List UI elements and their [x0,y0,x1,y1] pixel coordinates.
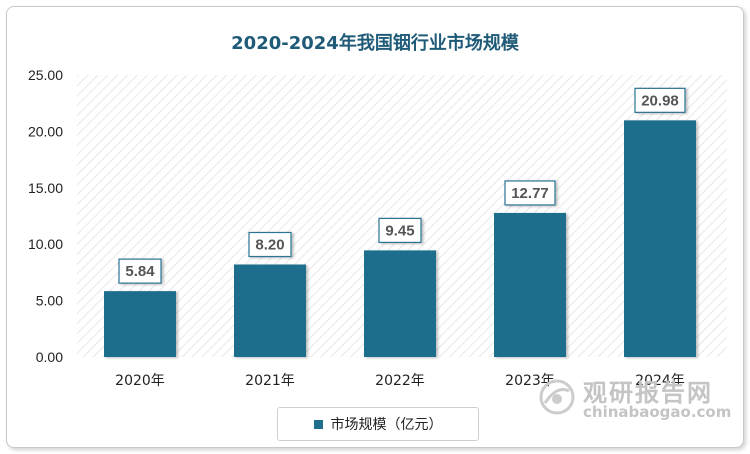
value-label-box [248,231,292,258]
bar [494,212,566,357]
y-tick-label: 10.00 [28,236,63,252]
value-label: 20.98 [641,92,679,109]
value-label-box [504,180,556,206]
chart-title: 2020-2024年我国铟行业市场规模 [231,33,519,54]
x-tick-label: 2022年 [375,373,425,389]
watermark-logo-icon [539,379,575,415]
legend-swatch [313,419,323,429]
value-label: 12.77 [511,185,549,202]
watermark: 观研报告网 chinabaogao.com [537,373,731,423]
value-label: 8.20 [255,237,284,254]
bar [104,291,176,357]
value-label-box [378,217,422,244]
y-tick-label: 20.00 [28,123,63,139]
x-tick-label: 2020年 [115,373,165,389]
x-tick-label: 2023年 [505,373,555,389]
watermark-en: chinabaogao.com [583,403,732,421]
x-tick-label: 2021年 [245,373,295,389]
bar [364,250,436,357]
y-tick-label: 15.00 [28,180,63,196]
value-label: 9.45 [385,222,414,239]
y-tick-label: 5.00 [36,293,63,309]
x-tick-label: 2024年 [635,373,685,389]
value-label-box [118,258,162,284]
value-label-box [634,87,686,113]
bar [234,264,306,357]
y-tick-label: 25.00 [28,67,63,83]
value-label: 5.84 [125,263,155,280]
watermark-cn: 观研报告网 [583,379,713,407]
y-tick-label: 0.00 [36,349,63,365]
bar-chart: 0.00 5.00 10.00 15.00 20.00 25.00 5.84 8.20 9.4… [28,67,727,389]
legend: 市场规模（亿元） [277,407,479,441]
legend-label: 市场规模（亿元） [330,417,443,433]
bar [624,120,696,357]
chart-frame: 2020-2024年我国铟行业市场规模 0.00 5.00 10.00 15.00 20… [6,6,744,448]
